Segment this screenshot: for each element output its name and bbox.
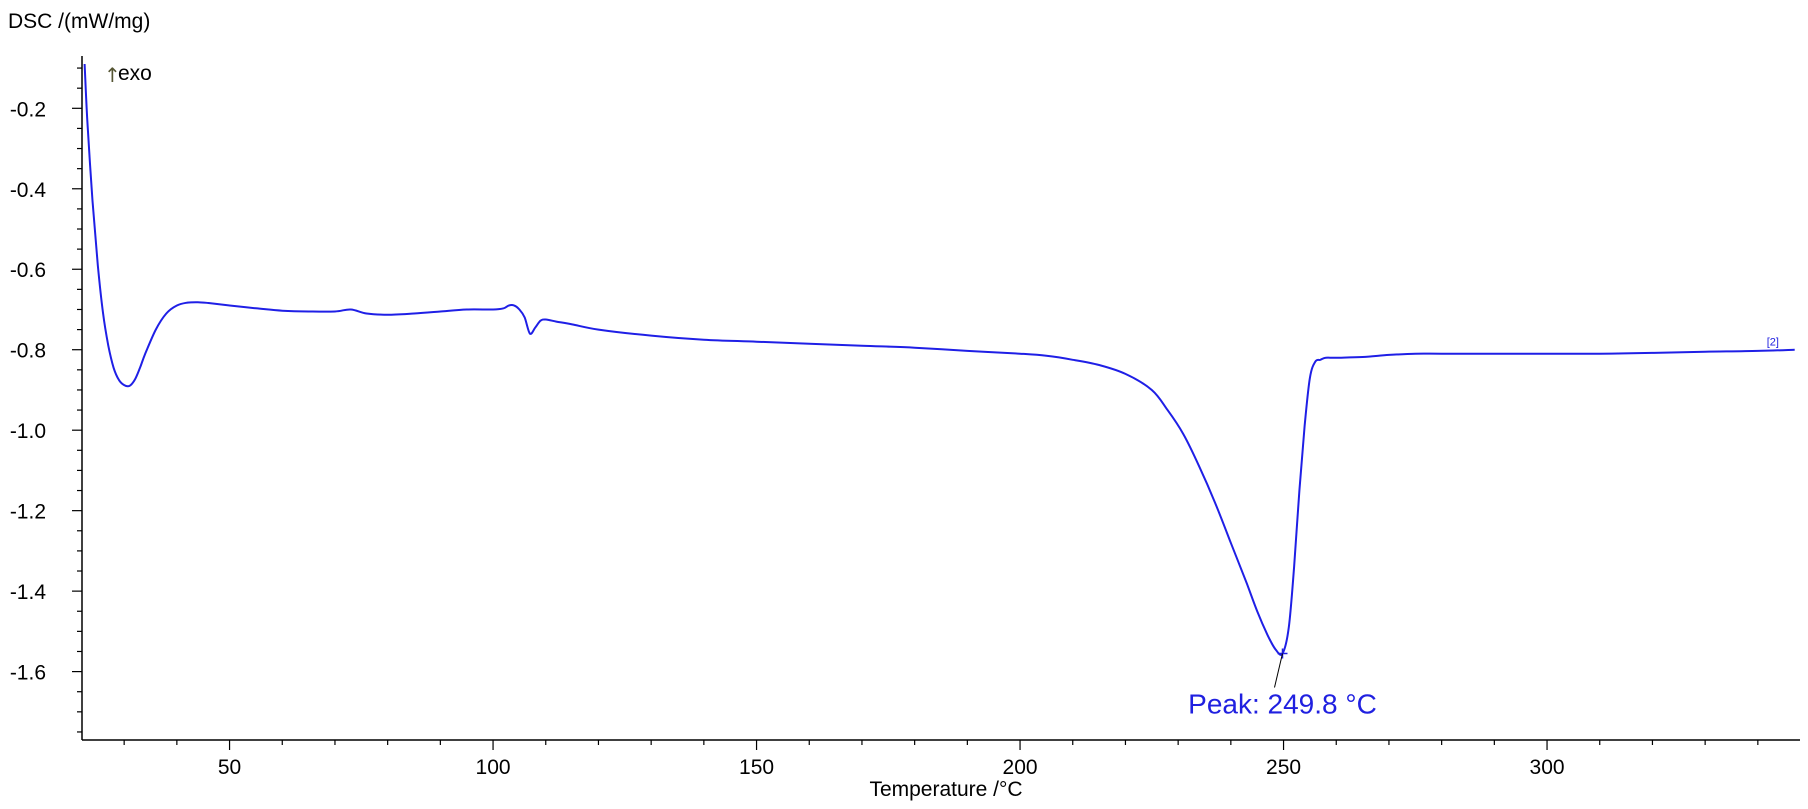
y-tick-label: -0.8 bbox=[10, 340, 46, 363]
exo-label: exo bbox=[118, 62, 152, 85]
y-tick-label: -1.2 bbox=[10, 501, 46, 524]
y-tick-label: -1.6 bbox=[10, 662, 46, 685]
y-axis-title: DSC /(mW/mg) bbox=[8, 10, 150, 33]
exo-arrow-icon: ↑ bbox=[104, 63, 121, 87]
x-tick-label: 50 bbox=[218, 756, 241, 779]
x-ticks bbox=[123, 740, 1759, 750]
series-tag: [2] bbox=[1767, 337, 1779, 349]
y-tick-labels: -0.2 -0.4 -0.6 -0.8 -1.0 -1.2 -1.4 -1.6 bbox=[10, 98, 47, 684]
y-tick-label: -0.6 bbox=[10, 259, 46, 282]
x-tick-labels: 50 100 150 200 250 300 bbox=[218, 756, 1565, 779]
dsc-curve bbox=[83, 63, 1795, 656]
peak-annotation: Peak: 249.8 °C bbox=[1188, 648, 1377, 719]
x-axis-title: Temperature /°C bbox=[869, 778, 1022, 801]
y-tick-label: -1.4 bbox=[10, 581, 47, 604]
y-tick-label: -0.2 bbox=[10, 98, 46, 121]
x-tick-label: 150 bbox=[739, 756, 774, 779]
x-tick-label: 250 bbox=[1266, 756, 1301, 779]
x-tick-label: 100 bbox=[476, 756, 511, 779]
y-tick-label: -1.0 bbox=[10, 420, 46, 443]
peak-label: Peak: 249.8 °C bbox=[1188, 688, 1377, 719]
y-tick-label: -0.4 bbox=[10, 179, 47, 202]
x-tick-label: 300 bbox=[1530, 756, 1565, 779]
peak-leader-line bbox=[1274, 653, 1283, 688]
x-tick-label: 200 bbox=[1003, 756, 1038, 779]
y-ticks bbox=[72, 67, 82, 733]
